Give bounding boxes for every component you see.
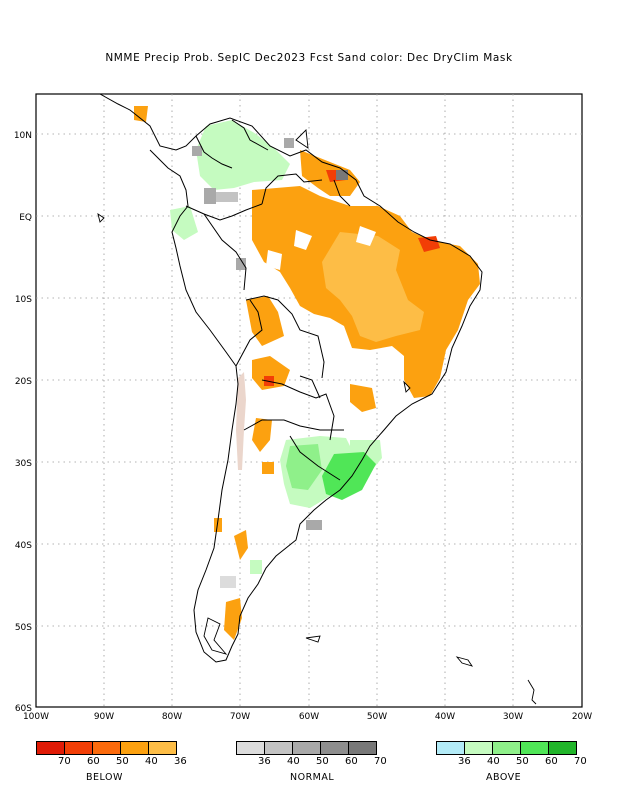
lon-label: 50W xyxy=(367,712,387,722)
legend-tick: 40 xyxy=(287,756,300,767)
legend-above: 36 40 50 60 70 ABOVE xyxy=(436,741,587,783)
longitude-labels: 100W 90W 80W 70W 60W 50W 40W 30W 20W xyxy=(23,712,592,722)
legend-swatch xyxy=(464,741,493,755)
legend-swatch xyxy=(92,741,121,755)
lon-label: 90W xyxy=(94,712,114,722)
near-normal-regions xyxy=(192,138,348,588)
legend-tick: 40 xyxy=(487,756,500,767)
legend-swatch xyxy=(436,741,465,755)
legend-swatch xyxy=(264,741,293,755)
coastline xyxy=(99,93,483,663)
legend-caption-above: ABOVE xyxy=(486,772,522,783)
legend-tick: 60 xyxy=(87,756,100,767)
lat-label: 40S xyxy=(15,541,32,551)
legend-tick: 50 xyxy=(316,756,329,767)
legend-swatch xyxy=(148,741,177,755)
lat-label: 10S xyxy=(15,295,32,305)
lat-label: 10N xyxy=(14,131,32,141)
legend-tick: 40 xyxy=(145,756,158,767)
lon-label: 100W xyxy=(23,712,49,722)
lat-label: 20S xyxy=(15,377,32,387)
legend-normal: 36 40 50 60 70 NORMAL xyxy=(236,741,387,783)
lat-label: EQ xyxy=(19,213,32,223)
lon-label: 20W xyxy=(572,712,592,722)
legend-tick: 36 xyxy=(458,756,471,767)
lon-label: 30W xyxy=(503,712,523,722)
legend-swatch xyxy=(320,741,349,755)
lat-label: 30S xyxy=(15,459,32,469)
legend-tick: 70 xyxy=(574,756,587,767)
legend-tick: 36 xyxy=(174,756,187,767)
lat-label: 60S xyxy=(15,704,32,714)
above-normal-regions xyxy=(170,120,382,574)
lon-label: 80W xyxy=(162,712,182,722)
legend-swatch xyxy=(292,741,321,755)
legend-tick: 60 xyxy=(345,756,358,767)
legend-caption-normal: NORMAL xyxy=(290,772,335,783)
legend-tick: 36 xyxy=(258,756,271,767)
lon-label: 70W xyxy=(230,712,250,722)
dry-climate-mask xyxy=(236,372,246,470)
below-normal-regions xyxy=(134,106,480,640)
legend-below: 70 60 50 40 36 BELOW xyxy=(36,741,187,783)
legend-tick: 70 xyxy=(374,756,387,767)
legend-swatch xyxy=(36,741,65,755)
lat-label: 50S xyxy=(15,623,32,633)
legend-tick: 60 xyxy=(545,756,558,767)
legend-swatch xyxy=(520,741,549,755)
legend-caption-below: BELOW xyxy=(86,772,123,783)
precip-probability-map: 10N EQ 10S 20S 30S 40S 50S 60S 100W 90W … xyxy=(14,93,592,722)
map-frame xyxy=(35,93,583,708)
legend-swatch xyxy=(548,741,577,755)
islands xyxy=(97,129,537,705)
legend-swatch xyxy=(120,741,149,755)
legend-tick: 50 xyxy=(516,756,529,767)
legend-tick: 50 xyxy=(116,756,129,767)
legend-swatch xyxy=(492,741,521,755)
legend-swatch xyxy=(236,741,265,755)
lon-label: 60W xyxy=(299,712,319,722)
lon-label: 40W xyxy=(435,712,455,722)
legend-tick: 70 xyxy=(58,756,71,767)
legend-swatch xyxy=(64,741,93,755)
map-title: NMME Precip Prob. SepIC Dec2023 Fcst San… xyxy=(105,52,513,64)
latitude-labels: 10N EQ 10S 20S 30S 40S 50S 60S xyxy=(14,131,32,714)
legend-swatch xyxy=(348,741,377,755)
